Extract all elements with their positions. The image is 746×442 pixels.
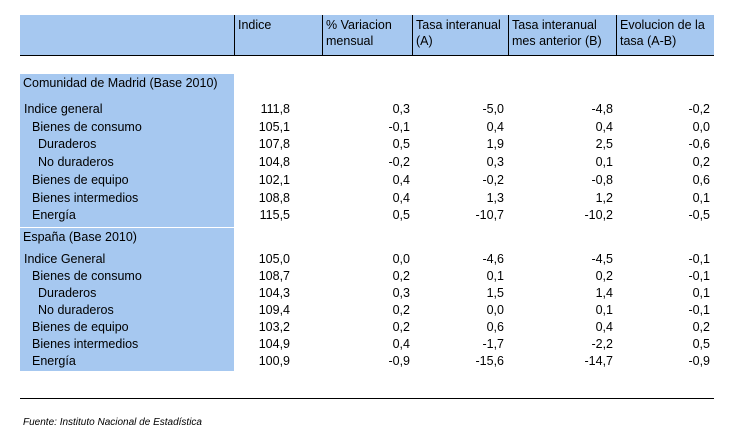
table-cell: -4,5 bbox=[591, 252, 613, 266]
table-cell: 0,3 bbox=[392, 102, 410, 116]
table-cell: 0,4 bbox=[595, 119, 613, 134]
table-cell: -0,1 bbox=[388, 119, 410, 134]
table-cell: -0,6 bbox=[688, 137, 710, 152]
table-cell: -15,6 bbox=[475, 354, 505, 368]
table-cell: -0,8 bbox=[591, 172, 613, 187]
table-cell: -0,2 bbox=[688, 102, 710, 116]
table-cell: 0,5 bbox=[692, 337, 710, 351]
source-note: Fuente: Instituto Nacional de Estadístic… bbox=[23, 417, 202, 428]
row-label: Duraderos bbox=[38, 286, 97, 300]
section-label-background bbox=[20, 74, 234, 227]
table-cell: 1,4 bbox=[595, 286, 613, 300]
table-cell: 0,4 bbox=[595, 320, 613, 334]
table-cell: 0,1 bbox=[692, 190, 710, 205]
table-cell: -14,7 bbox=[584, 354, 614, 368]
table-cell: 0,6 bbox=[692, 172, 710, 187]
table-cell: 0,0 bbox=[692, 119, 710, 134]
table-cell: 104,8 bbox=[258, 155, 290, 170]
row-label: Duraderos bbox=[38, 137, 97, 152]
table-cell: -0,1 bbox=[688, 269, 710, 283]
row-label: Energía bbox=[32, 354, 76, 368]
table-cell: 0,0 bbox=[392, 252, 410, 266]
table-cell: 109,4 bbox=[258, 303, 290, 317]
table-cell: -0,2 bbox=[388, 155, 410, 170]
table-cell: 1,9 bbox=[486, 137, 504, 152]
table-cell: 103,2 bbox=[258, 320, 290, 334]
table-cell: 0,4 bbox=[392, 172, 410, 187]
table-cell: 0,2 bbox=[392, 303, 410, 317]
column-header-variacion-mensual: % Variacion mensual bbox=[322, 15, 412, 55]
row-label: Indice General bbox=[24, 252, 106, 266]
column-header-indice: Indice bbox=[234, 15, 322, 55]
row-label: Energía bbox=[32, 208, 76, 223]
table-cell: 0,5 bbox=[392, 208, 410, 223]
table-cell: -0,2 bbox=[482, 172, 504, 187]
column-header-evolucion-tasa: Evolucion de la tasa (A-B) bbox=[616, 15, 714, 55]
table-cell: 0,3 bbox=[486, 155, 504, 170]
table-cell: 115,5 bbox=[259, 208, 290, 223]
row-label: Bienes de consumo bbox=[32, 119, 142, 134]
table-cell: 0,4 bbox=[392, 337, 410, 351]
section-label-background bbox=[20, 228, 234, 371]
table-cell: -0,9 bbox=[388, 354, 410, 368]
table-cell: 108,7 bbox=[258, 269, 290, 283]
table-cell: 0,2 bbox=[692, 155, 710, 170]
table-cell: -4,8 bbox=[591, 102, 613, 116]
column-header-tasa-mes-anterior: Tasa interanual mes anterior (B) bbox=[508, 15, 616, 55]
table-cell: 0,4 bbox=[392, 190, 410, 205]
table-header: Indice % Variacion mensual Tasa interanu… bbox=[20, 15, 714, 56]
table-cell: 0,2 bbox=[392, 320, 410, 334]
row-label: Bienes de consumo bbox=[32, 269, 142, 283]
table-cell: 0,4 bbox=[486, 119, 504, 134]
table-cell: 100,9 bbox=[258, 354, 290, 368]
row-label: Indice general bbox=[24, 102, 103, 116]
row-label: Bienes de equipo bbox=[32, 320, 129, 334]
table-cell: -5,0 bbox=[482, 102, 504, 116]
row-label: No duraderos bbox=[38, 155, 114, 170]
table-cell: -0,9 bbox=[688, 354, 710, 368]
row-label: Bienes intermedios bbox=[32, 337, 139, 351]
table-cell: 105,1 bbox=[258, 119, 290, 134]
table-cell: 0,3 bbox=[392, 286, 410, 300]
table-cell: 0,1 bbox=[595, 303, 613, 317]
table-cell: -0,5 bbox=[688, 208, 710, 223]
section-title: Comunidad de Madrid (Base 2010) bbox=[23, 76, 218, 90]
table-cell: 0,2 bbox=[392, 269, 410, 283]
section-title: España (Base 2010) bbox=[23, 230, 137, 244]
table-cell: 0,5 bbox=[392, 137, 410, 152]
table-cell: 0,1 bbox=[486, 269, 504, 283]
table-cell: -2,2 bbox=[591, 337, 613, 351]
row-label: Bienes intermedios bbox=[32, 190, 139, 205]
table-cell: 0,1 bbox=[595, 155, 613, 170]
row-label: Bienes de equipo bbox=[32, 172, 129, 187]
table-cell: 111,8 bbox=[260, 102, 290, 116]
table-cell: 1,3 bbox=[486, 190, 504, 205]
table-cell: 2,5 bbox=[595, 137, 613, 152]
table-cell: -4,6 bbox=[482, 252, 504, 266]
table-cell: 107,8 bbox=[258, 137, 290, 152]
table-cell: 0,6 bbox=[486, 320, 504, 334]
table-cell: -0,1 bbox=[688, 252, 710, 266]
table-cell: -10,2 bbox=[584, 208, 614, 223]
table-cell: 102,1 bbox=[258, 172, 290, 187]
table-cell: 104,3 bbox=[258, 286, 290, 300]
row-label: No duraderos bbox=[38, 303, 114, 317]
table-cell: -0,1 bbox=[688, 303, 710, 317]
table-cell: 0,0 bbox=[486, 303, 504, 317]
table-cell: -1,7 bbox=[482, 337, 504, 351]
table-cell: 0,2 bbox=[692, 320, 710, 334]
table-cell: -10,7 bbox=[475, 208, 505, 223]
table-cell: 1,2 bbox=[595, 190, 613, 205]
table-cell: 0,1 bbox=[692, 286, 710, 300]
bottom-rule bbox=[20, 398, 714, 399]
table-cell: 104,9 bbox=[258, 337, 290, 351]
table-cell: 108,8 bbox=[258, 190, 290, 205]
column-header-tasa-interanual: Tasa interanual (A) bbox=[412, 15, 508, 55]
table-cell: 1,5 bbox=[486, 286, 504, 300]
table-cell: 105,0 bbox=[258, 252, 290, 266]
table-cell: 0,2 bbox=[595, 269, 613, 283]
